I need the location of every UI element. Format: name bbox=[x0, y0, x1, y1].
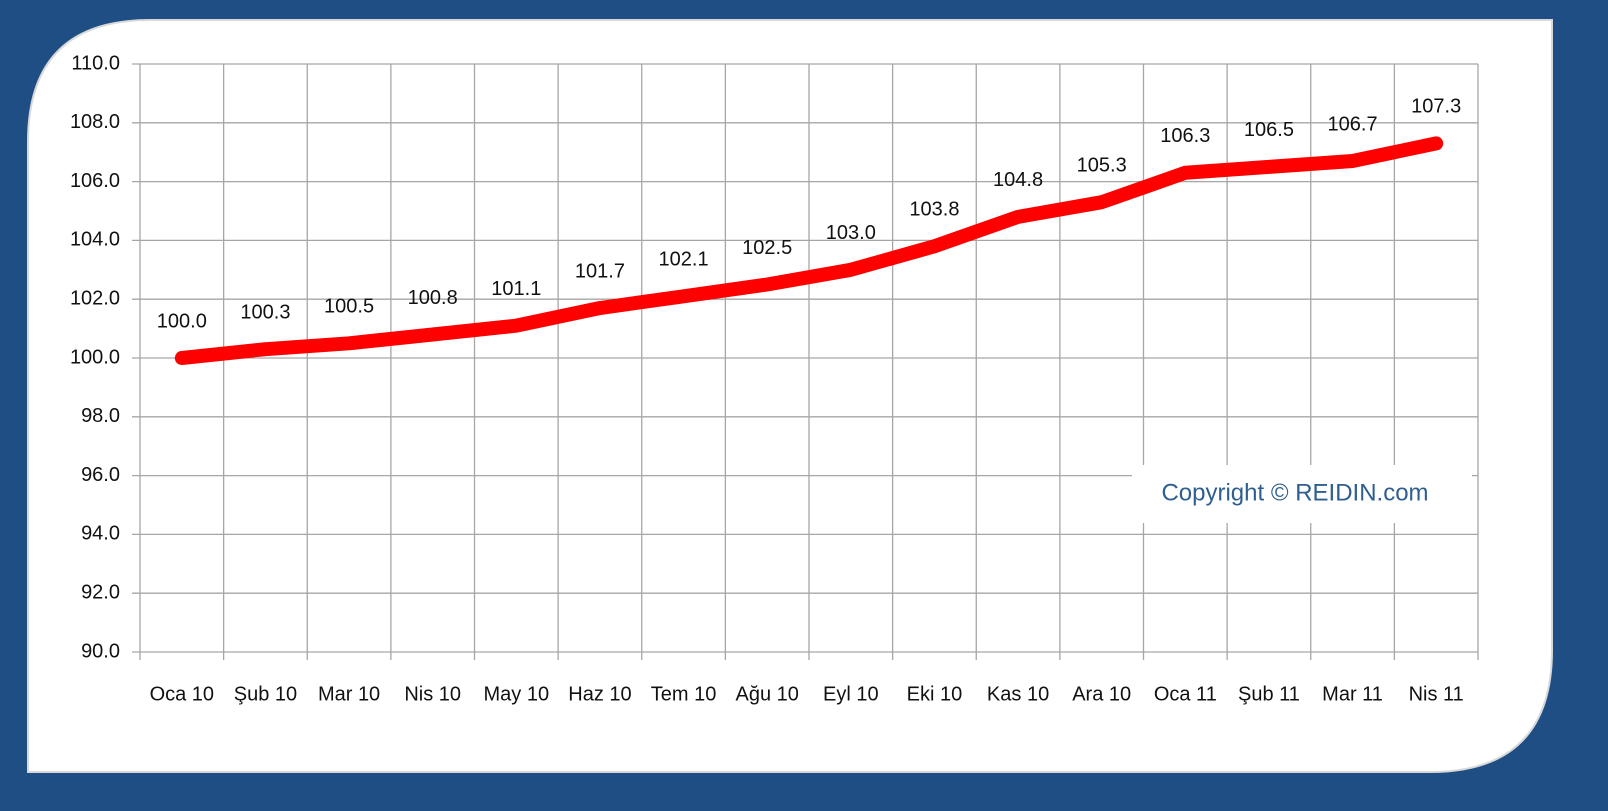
y-tick-label: 104.0 bbox=[70, 229, 120, 251]
x-tick-label: Ağu 10 bbox=[735, 683, 798, 705]
y-tick-label: 90.0 bbox=[81, 640, 120, 662]
x-tick-label: Tem 10 bbox=[651, 683, 717, 705]
x-tick-label: Eyl 10 bbox=[823, 683, 879, 705]
y-tick-label: 108.0 bbox=[70, 111, 120, 133]
data-label: 100.3 bbox=[240, 301, 290, 323]
data-label: 105.3 bbox=[1077, 154, 1127, 176]
x-tick-label: Nis 11 bbox=[1409, 683, 1464, 705]
x-tick-label: Mar 10 bbox=[318, 683, 380, 705]
y-tick-label: 110.0 bbox=[71, 52, 120, 74]
data-label: 101.7 bbox=[575, 260, 625, 282]
line bbox=[174, 136, 1444, 365]
data-label: 103.0 bbox=[826, 222, 876, 244]
x-tick-label: Nis 10 bbox=[404, 683, 461, 705]
x-tick-label: Oca 11 bbox=[1154, 683, 1217, 705]
data-label: 106.3 bbox=[1160, 125, 1210, 147]
data-label: 100.8 bbox=[408, 287, 458, 309]
panel bbox=[27, 19, 1553, 773]
annotation-box bbox=[1132, 465, 1472, 523]
data-label: 106.5 bbox=[1244, 119, 1294, 141]
x-tick-label: Şub 11 bbox=[1238, 683, 1300, 705]
copyright: Copyright © REIDIN.com bbox=[1161, 479, 1428, 506]
data-label: 100.0 bbox=[157, 310, 207, 332]
y-tick-label: 98.0 bbox=[81, 405, 120, 427]
y-tick-label: 102.0 bbox=[70, 287, 120, 309]
x-tick-label: Mar 11 bbox=[1322, 683, 1383, 705]
y-tick-label: 100.0 bbox=[70, 346, 120, 368]
x-tick-label: Şub 10 bbox=[234, 683, 297, 705]
y-tick-label: 92.0 bbox=[81, 581, 120, 603]
x-tick-label: Eki 10 bbox=[907, 683, 963, 705]
x-tick-label: Ara 10 bbox=[1072, 683, 1131, 705]
data-label: 104.8 bbox=[993, 169, 1043, 191]
x-tick-label: Haz 10 bbox=[568, 683, 631, 705]
data-label: 107.3 bbox=[1411, 96, 1461, 118]
y-tick-label: 94.0 bbox=[81, 523, 120, 545]
y-tick-label: 106.0 bbox=[70, 170, 120, 192]
x-tick-label: Oca 10 bbox=[150, 683, 214, 705]
data-label: 102.1 bbox=[659, 249, 709, 271]
plot-area: 90.0 92.0 94.0 96.0 98.0 100.0 102.0 104.0 106.0… bbox=[70, 52, 1479, 705]
data-label: 101.1 bbox=[491, 278, 541, 300]
x-tick-label: May 10 bbox=[484, 683, 550, 705]
data-label: 100.5 bbox=[324, 296, 374, 318]
data-label: 106.7 bbox=[1328, 113, 1378, 135]
data-label: 102.5 bbox=[742, 237, 792, 259]
data-label: 103.8 bbox=[909, 199, 959, 221]
x-tick-label: Kas 10 bbox=[987, 683, 1049, 705]
y-tick-label: 96.0 bbox=[81, 464, 120, 486]
